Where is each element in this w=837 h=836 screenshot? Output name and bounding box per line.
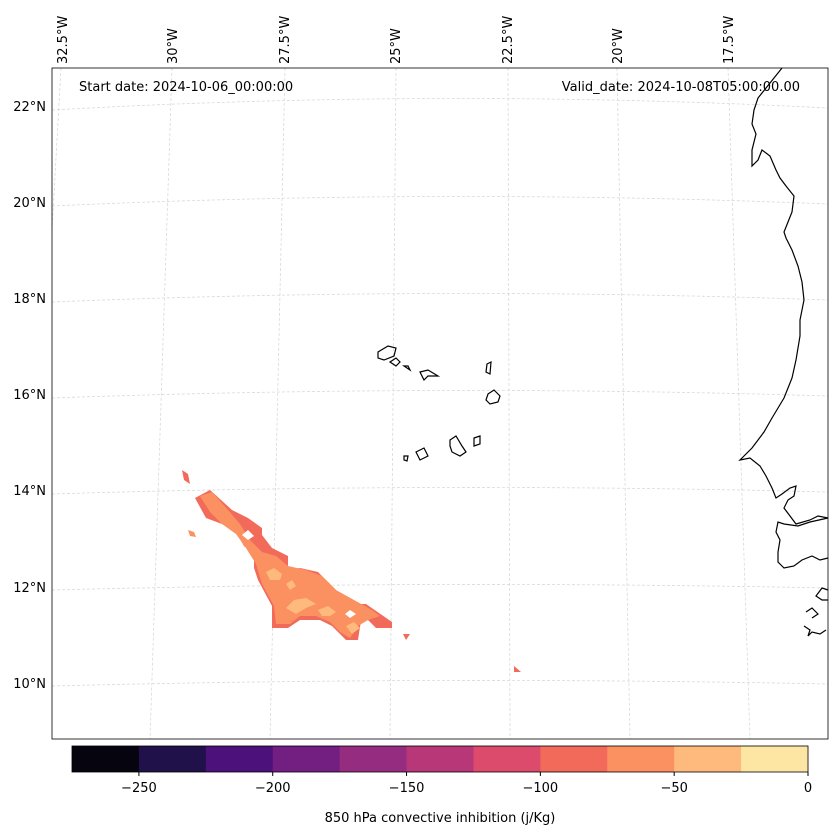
lon-label: 30°W xyxy=(166,28,181,64)
start-date-label: Start date: 2024-10-06_00:00:00 xyxy=(79,80,293,95)
lat-label: 16°N xyxy=(13,388,46,403)
colorbar-bin xyxy=(205,746,274,772)
island-fogo xyxy=(415,447,429,461)
lon-label: 25°W xyxy=(389,28,404,64)
map-frame xyxy=(51,67,829,740)
colorbar-bin xyxy=(607,746,675,772)
lat-label: 10°N xyxy=(13,677,46,692)
colorbar: −250 −200 −150 −100 −50 0 xyxy=(71,745,812,796)
lat-label: 14°N xyxy=(13,484,46,499)
valid-date-label: Valid_date: 2024-10-08T05:00:00.00 xyxy=(562,80,800,95)
colorbar-tick-label: −250 xyxy=(121,781,157,796)
cin-region-core-4 xyxy=(346,622,360,634)
island-maio xyxy=(473,435,481,447)
colorbar-label: 850 hPa convective inhibition (j/Kg) xyxy=(325,811,556,826)
island-santo-antao xyxy=(377,345,397,361)
colorbar-bin xyxy=(406,746,474,772)
cin-spot-2 xyxy=(188,530,196,537)
colorbar-bin xyxy=(540,746,608,772)
colorbar-bin xyxy=(674,746,742,772)
cin-region-core-5 xyxy=(286,580,296,590)
lat-label: 18°N xyxy=(13,292,46,307)
colorbar-tick-label: −100 xyxy=(523,781,559,796)
lat-label: 12°N xyxy=(13,581,46,596)
cin-region-core-1 xyxy=(266,568,282,580)
cin-spot-3 xyxy=(403,634,410,640)
island-sao-nicolau xyxy=(419,369,441,382)
colorbar-tick-label: 0 xyxy=(804,781,812,796)
lon-label: 32.5°W xyxy=(56,16,71,64)
cin-field xyxy=(182,470,521,672)
colorbar-tick-label: −200 xyxy=(255,781,291,796)
colorbar-bin xyxy=(72,746,140,772)
colorbar-tick-label: −150 xyxy=(389,781,425,796)
lat-label: 22°N xyxy=(13,100,46,115)
coastlines xyxy=(377,67,829,637)
cin-spot-1 xyxy=(182,470,190,484)
cin-region-hole-2 xyxy=(345,610,356,618)
lon-label: 20°W xyxy=(611,28,626,64)
lon-label: 27.5°W xyxy=(278,16,293,64)
lon-label: 17.5°W xyxy=(722,16,737,64)
colorbar-bin xyxy=(138,746,207,772)
cin-spot-4 xyxy=(514,666,521,672)
colorbar-bin xyxy=(741,746,809,772)
colorbar-bin xyxy=(272,746,341,772)
cin-region-inner xyxy=(200,492,380,638)
latitude-labels: 22°N 20°N 18°N 16°N 14°N 12°N 10°N xyxy=(13,100,46,692)
longitude-labels: 32.5°W 30°W 27.5°W 25°W 22.5°W 20°W 17.5… xyxy=(56,16,737,64)
island-santa-luzia xyxy=(402,365,412,372)
island-boa-vista xyxy=(485,389,501,405)
colorbar-bin xyxy=(473,746,541,772)
lon-label: 22.5°W xyxy=(501,16,516,64)
map-background xyxy=(52,68,828,739)
island-sal xyxy=(485,360,492,375)
cin-region-core-3 xyxy=(318,606,336,616)
lat-label: 20°N xyxy=(13,196,46,211)
colorbar-bin xyxy=(339,746,408,772)
cin-region-core-2 xyxy=(286,598,316,614)
colorbar-frame xyxy=(71,745,809,773)
colorbar-tick-label: −50 xyxy=(660,781,687,796)
cin-region-hole xyxy=(242,530,254,540)
island-sao-vicente xyxy=(388,357,401,367)
island-brava xyxy=(403,455,409,462)
island-santiago xyxy=(449,435,467,457)
africa-coastline xyxy=(738,67,829,637)
graticule xyxy=(51,67,829,740)
